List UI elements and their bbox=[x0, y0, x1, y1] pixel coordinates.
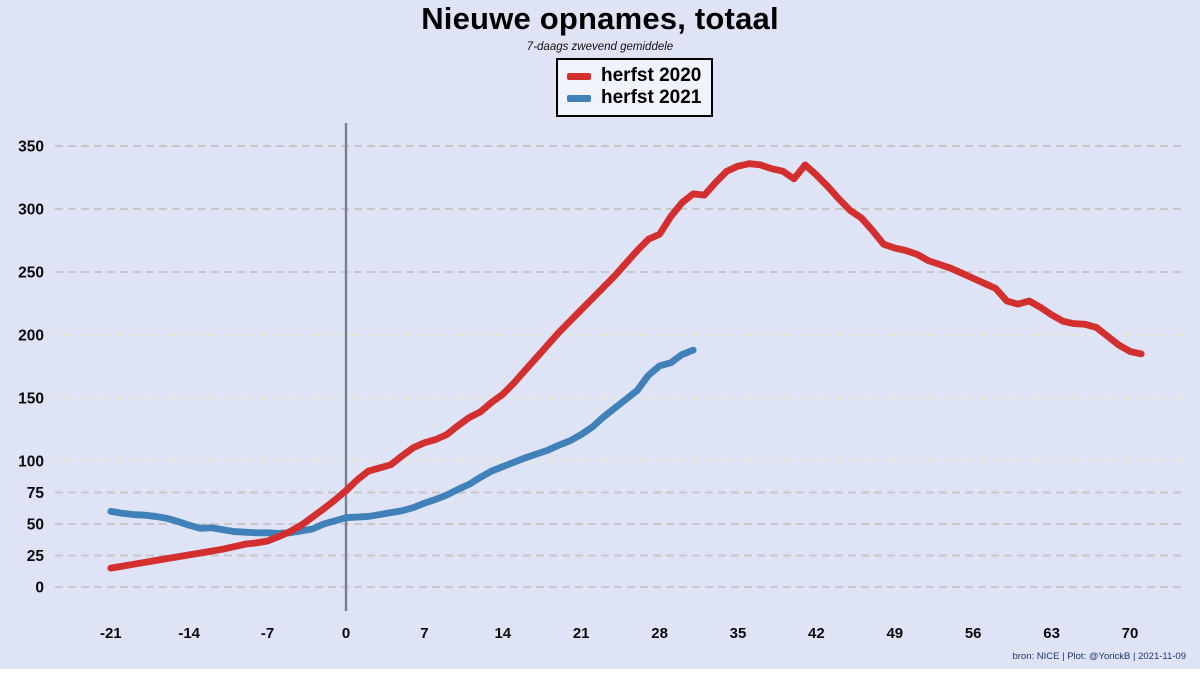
y-tick-label: 150 bbox=[18, 391, 44, 408]
x-tick-label: 63 bbox=[1043, 625, 1060, 642]
x-tick-label: 21 bbox=[573, 625, 590, 642]
x-tick-label: 70 bbox=[1122, 625, 1139, 642]
x-tick-label: -21 bbox=[100, 625, 122, 642]
y-tick-label: 0 bbox=[35, 580, 44, 597]
y-tick-label: 25 bbox=[27, 548, 45, 565]
x-tick-label: 56 bbox=[965, 625, 982, 642]
legend-label-herfst-2020: herfst 2020 bbox=[601, 65, 702, 86]
x-tick-label: 28 bbox=[651, 625, 668, 642]
y-tick-label: 100 bbox=[18, 454, 44, 471]
x-tick-label: 7 bbox=[420, 625, 428, 642]
chart-subtitle: 7-daags zwevend gemiddele bbox=[526, 41, 674, 53]
legend-item-herfst-2021: herfst 2021 bbox=[567, 87, 701, 109]
x-tick-label: 0 bbox=[342, 625, 350, 642]
x-tick-label: 14 bbox=[494, 625, 511, 642]
x-tick-label: 49 bbox=[886, 625, 903, 642]
y-tick-label: 75 bbox=[27, 485, 45, 502]
chart-title: Nieuwe opnames, totaal bbox=[421, 1, 779, 36]
bottom-margin bbox=[0, 669, 1200, 675]
legend: herfst 2020 herfst 2021 bbox=[556, 58, 714, 117]
x-tick-label: -14 bbox=[178, 625, 200, 642]
legend-item-herfst-2020: herfst 2020 bbox=[567, 65, 701, 87]
x-tick-label: 42 bbox=[808, 625, 825, 642]
series-line-herfst-2020 bbox=[107, 160, 1145, 572]
legend-label-herfst-2021: herfst 2021 bbox=[601, 87, 702, 108]
y-tick-label: 200 bbox=[18, 328, 44, 345]
source-credit: bron: NICE | Plot: @YorickB | 2021-11-09 bbox=[1012, 651, 1186, 662]
y-tick-label: 300 bbox=[18, 202, 44, 219]
y-tick-label: 50 bbox=[27, 517, 44, 534]
y-tick-label: 350 bbox=[18, 139, 44, 156]
y-tick-label: 250 bbox=[18, 265, 44, 282]
legend-swatch-blue bbox=[567, 94, 591, 102]
x-tick-label: 35 bbox=[730, 625, 747, 642]
legend-swatch-red bbox=[567, 72, 591, 80]
series-line-herfst-2021 bbox=[107, 346, 697, 537]
x-tick-label: -7 bbox=[261, 625, 274, 642]
